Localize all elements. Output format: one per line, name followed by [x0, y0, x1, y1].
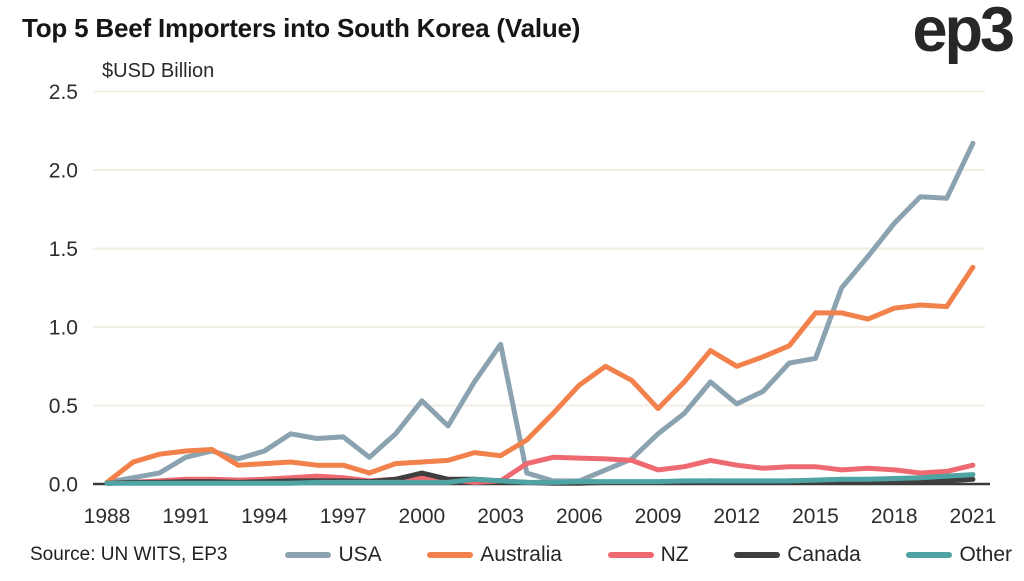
- y-tick-labels: 0.0 0.5 1.0 1.5 2.0 2.5: [49, 81, 78, 497]
- legend-label: Australia: [480, 543, 562, 566]
- series-line-usa: [104, 140, 976, 485]
- legend-swatch-usa: [285, 552, 332, 558]
- legend-item-usa: USA: [285, 543, 382, 567]
- x-tick-label: 2000: [399, 505, 446, 528]
- legend-swatch-australia: [427, 552, 474, 558]
- y-tick-label: 2.5: [49, 81, 78, 104]
- legend-label: Canada: [787, 543, 861, 566]
- legend-swatch-nz: [607, 552, 654, 558]
- y-tick-label: 0.0: [49, 474, 78, 497]
- y-axis-unit-label: $USD Billion: [102, 60, 215, 82]
- legend-label: NZ: [660, 543, 689, 566]
- x-tick-label: 1991: [162, 505, 209, 528]
- y-tick-label: 2.0: [49, 160, 78, 183]
- x-tick-label: 2006: [556, 505, 603, 528]
- x-tick-label: 2015: [792, 505, 839, 528]
- x-tick-label: 2012: [713, 505, 760, 528]
- legend-swatch-other: [906, 552, 953, 558]
- y-tick-label: 1.0: [49, 317, 78, 340]
- x-tick-label: 2009: [635, 505, 682, 528]
- x-tick-label: 1988: [84, 505, 131, 528]
- series-line-other: [104, 472, 976, 486]
- gridlines: [93, 90, 985, 407]
- series-lines: [104, 140, 976, 486]
- legend-label: USA: [338, 543, 382, 566]
- legend-item-nz: NZ: [607, 543, 689, 567]
- x-tick-label: 2003: [477, 505, 524, 528]
- series-line-australia: [104, 264, 976, 485]
- x-tick-label: 1997: [320, 505, 367, 528]
- x-tick-label: 2018: [871, 505, 918, 528]
- page-title: Top 5 Beef Importers into South Korea (V…: [22, 13, 581, 43]
- legend-label: Other: [959, 543, 1012, 566]
- x-tick-label: 1994: [241, 505, 288, 528]
- legend-swatch-canada: [734, 552, 781, 558]
- legend-item-other: Other: [906, 543, 1012, 567]
- legend-item-canada: Canada: [734, 543, 861, 567]
- x-tick-labels: 1988 1991 1994 1997 2000 2003 2006 2009 2012 2015…: [84, 505, 997, 528]
- legend: USA Australia NZ Canada Other: [285, 543, 1012, 567]
- y-tick-label: 1.5: [49, 238, 78, 261]
- legend-row: Source: UN WITS, EP3 USA Australia NZ Canad…: [0, 537, 1024, 573]
- legend-item-australia: Australia: [427, 543, 562, 567]
- y-tick-label: 0.5: [49, 395, 78, 418]
- x-tick-label: 2021: [950, 505, 997, 528]
- ep3-logo: ep3: [912, 0, 1015, 65]
- source-label: Source: UN WITS, EP3: [30, 544, 228, 565]
